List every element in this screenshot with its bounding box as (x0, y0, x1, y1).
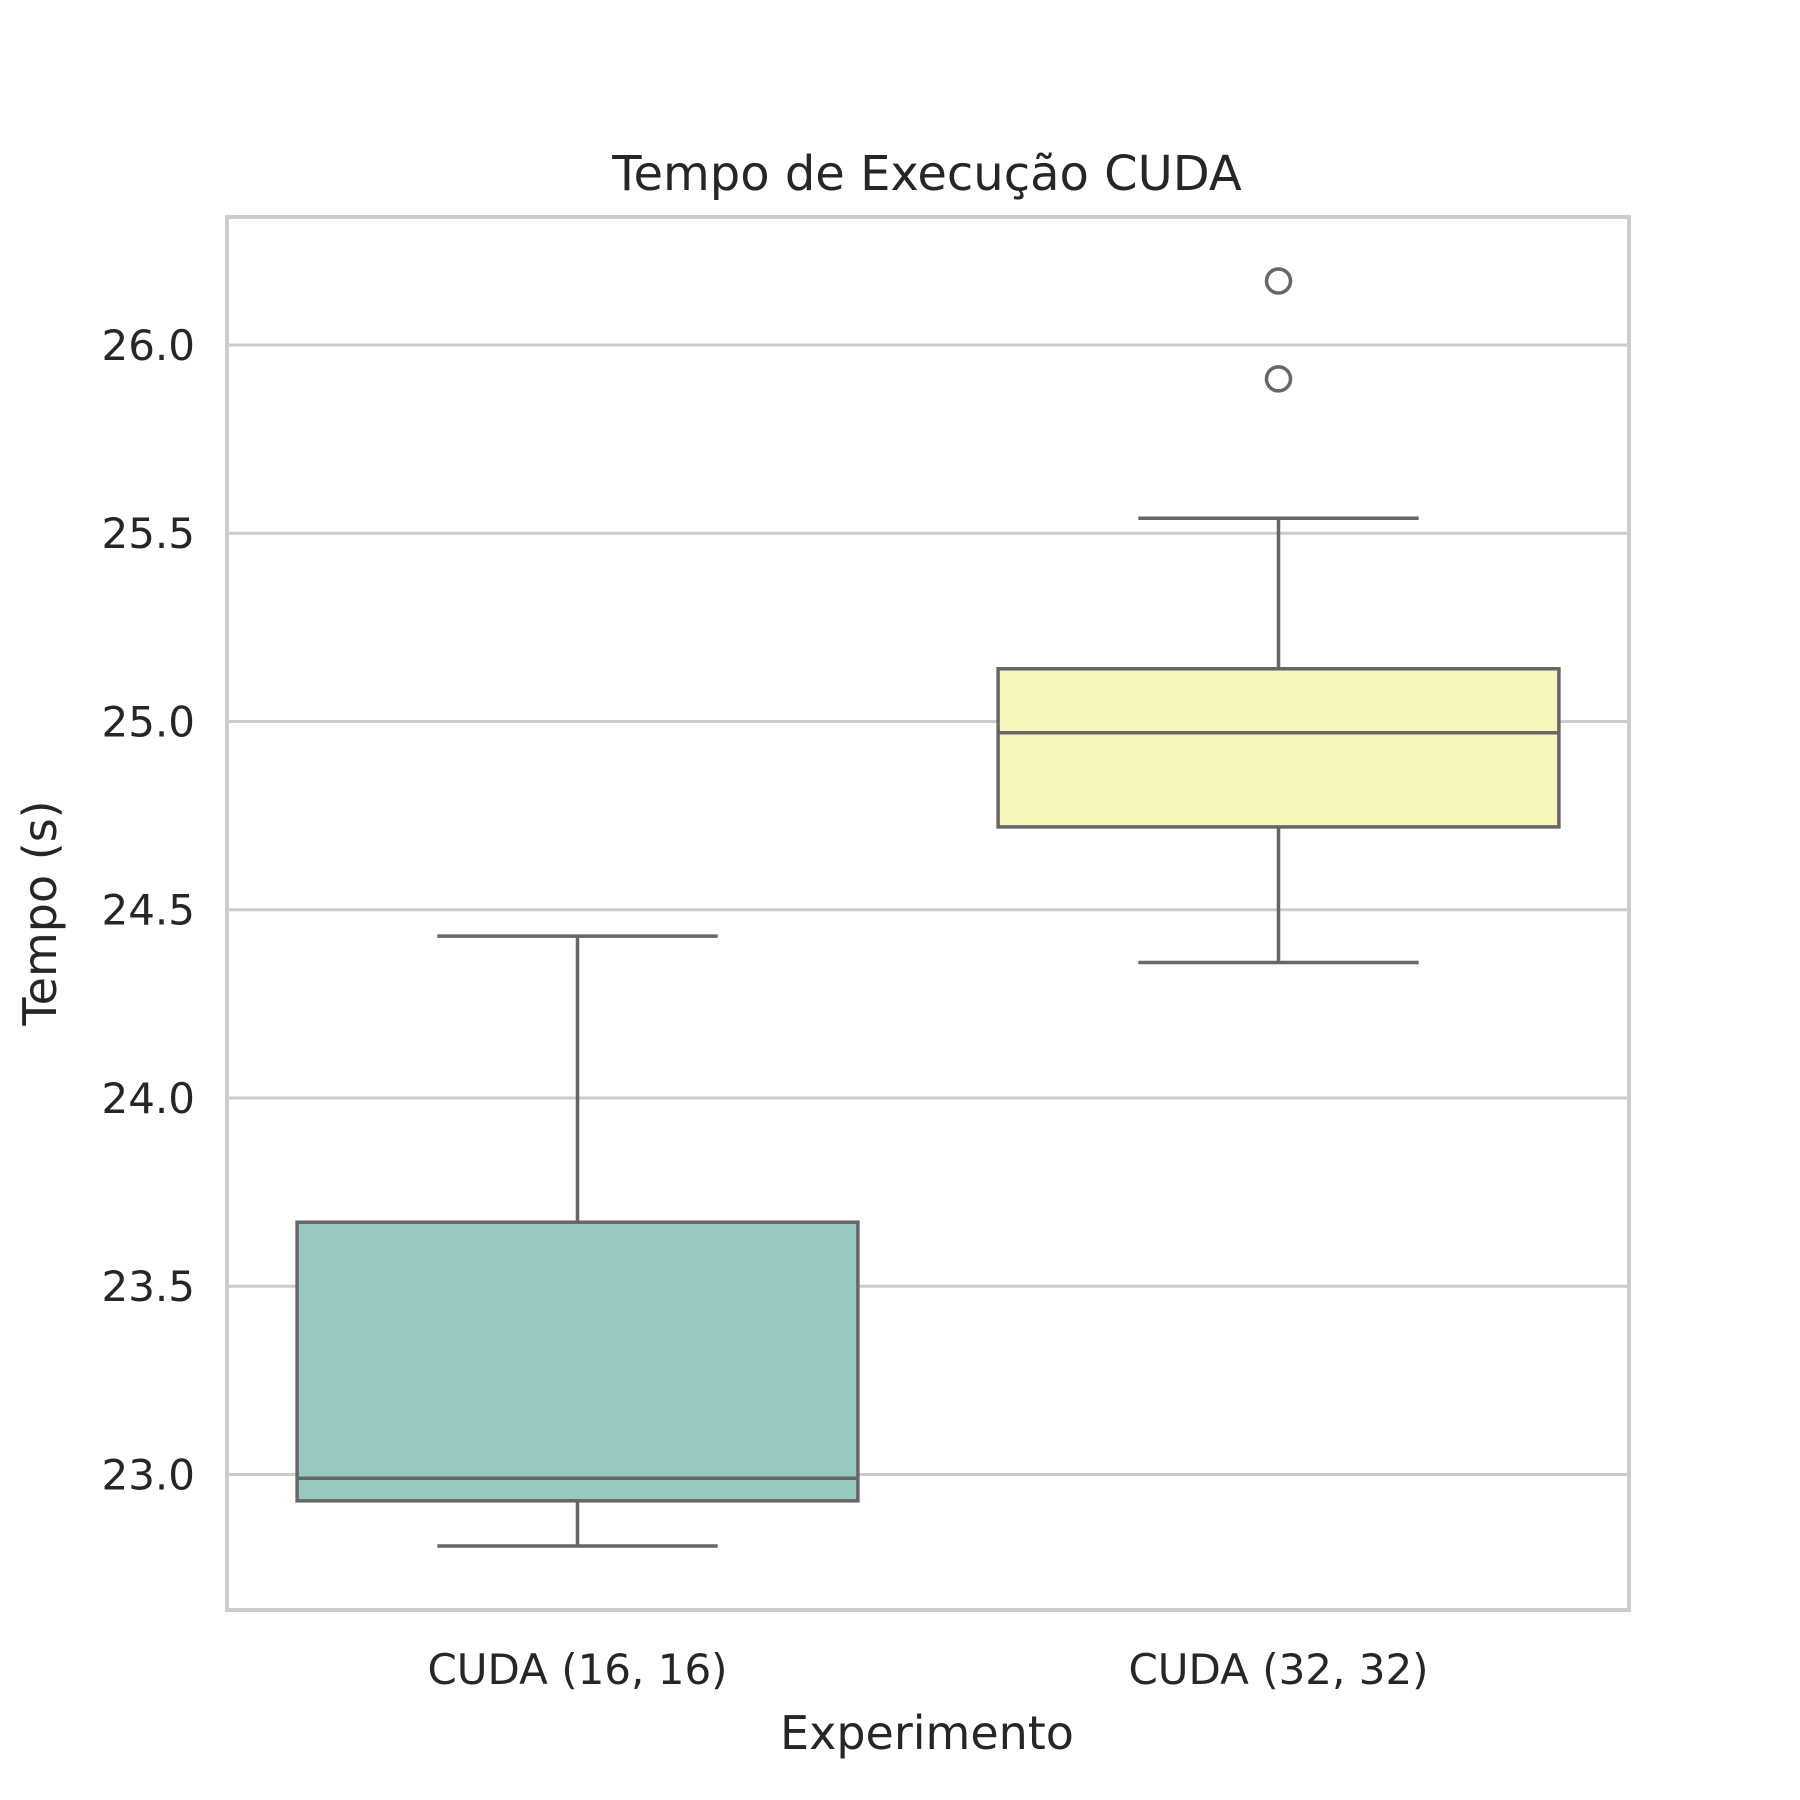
outlier-point (1264, 365, 1293, 393)
x-tick-labels: CUDA (16, 16) CUDA (32, 32) (427, 1645, 1428, 1694)
y-tick-label: 24.5 (101, 886, 195, 935)
y-tick-label: 25.0 (101, 697, 195, 746)
x-axis-label: Experimento (780, 1706, 1074, 1760)
box-group (996, 267, 1561, 965)
x-tick-label: CUDA (32, 32) (1128, 1645, 1428, 1694)
y-tick-label: 24.0 (101, 1074, 195, 1123)
y-tick-label: 26.0 (101, 321, 195, 370)
chart-title: Tempo de Execução CUDA (611, 146, 1242, 202)
y-axis-label: Tempo (s) (13, 800, 67, 1026)
plot-frame (225, 215, 1631, 1612)
box-group (295, 934, 860, 1548)
y-tick-label: 23.0 (101, 1450, 195, 1499)
box-iqr (996, 667, 1561, 829)
x-tick-label: CUDA (16, 16) (427, 1645, 727, 1694)
y-tick-label: 25.5 (101, 509, 195, 558)
outlier-point (1264, 267, 1293, 295)
y-tick-labels: 23.0 23.5 24.0 24.5 25.0 25.5 26.0 (101, 321, 195, 1499)
boxes-layer (295, 267, 1561, 1548)
box-iqr (295, 1220, 860, 1503)
y-tick-label: 23.5 (101, 1262, 195, 1311)
